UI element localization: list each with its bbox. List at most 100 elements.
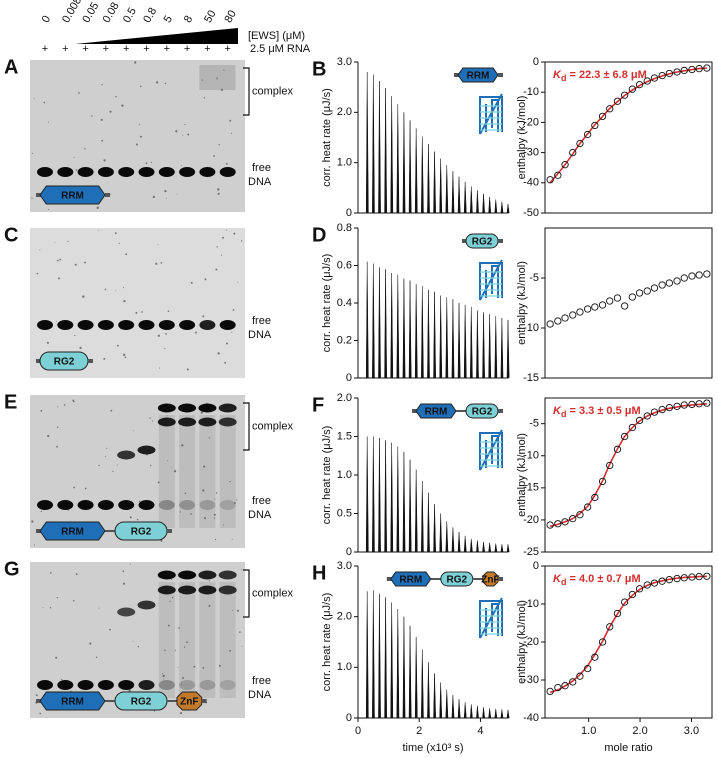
data-point (561, 682, 569, 690)
gel-speck (152, 195, 155, 199)
fit-line (549, 403, 707, 528)
y-tick-label: 0 (346, 712, 352, 724)
injection-peak (378, 593, 381, 719)
gel-speck (222, 524, 225, 526)
data-point (628, 590, 637, 599)
gel-speck (213, 513, 216, 516)
plot-frame (544, 61, 713, 214)
data-point (665, 69, 674, 78)
injection-peak (482, 193, 485, 214)
injection-peak (372, 436, 375, 553)
gel-band (157, 417, 176, 427)
gel-speck (208, 437, 210, 439)
gel-speck (125, 253, 128, 256)
gel-speck (104, 455, 106, 457)
injection-peak (457, 176, 461, 214)
plot-frame (544, 565, 713, 719)
free-label: DNA (248, 509, 272, 521)
y-axis-label: corr. heat rate (μJ/s) (321, 88, 333, 187)
data-point (643, 581, 651, 589)
gel-speck (233, 232, 236, 235)
gel-speck (159, 367, 161, 369)
gel-speck (157, 334, 160, 337)
data-point (583, 503, 592, 511)
gel-speck (215, 268, 218, 271)
injection-peak (408, 280, 412, 379)
data-point (583, 130, 592, 139)
data-point (650, 579, 659, 587)
injection-peak (414, 128, 418, 214)
data-point (650, 284, 659, 292)
gel-speck (220, 254, 223, 256)
injection-peak (476, 540, 479, 553)
injection-peak (433, 291, 436, 379)
gel-speck (73, 156, 75, 159)
gel-speck (224, 361, 227, 364)
gel-speck (122, 570, 125, 573)
data-point (650, 74, 659, 82)
y-tick-label: 2.0 (337, 392, 352, 404)
injection-peak (469, 538, 473, 553)
data-point (665, 576, 674, 584)
gel-speck (95, 656, 98, 659)
gel-speck (217, 188, 220, 191)
injection-peak (390, 96, 394, 214)
y-axis-label: corr. heat rate (μJ/s) (321, 593, 333, 692)
plus-sign: + (82, 43, 88, 55)
data-point (576, 672, 584, 680)
domain-label: RRM (61, 191, 84, 202)
data-point (620, 91, 629, 99)
gel-speck (121, 104, 124, 107)
y-axis-label: enthalpy (kJ/mol) (516, 261, 528, 345)
gel-speck (153, 710, 155, 712)
gel-speck (56, 321, 58, 322)
plus-sign: + (224, 43, 230, 55)
gel-speck (35, 694, 38, 697)
complex-label: complex (252, 587, 293, 599)
gel-band (198, 570, 217, 580)
gel-speck (184, 646, 186, 648)
injection-peak (402, 451, 406, 553)
concentration-label: [EWS] (μM) (248, 30, 305, 42)
concentration: 0 (40, 14, 53, 25)
data-point (613, 97, 622, 105)
gel-speck (101, 139, 104, 142)
gel-speck (103, 357, 106, 360)
gel-speck (174, 470, 177, 473)
injection-peak (457, 699, 461, 719)
gel-speck (190, 281, 193, 284)
x-tick-label: 4 (477, 725, 483, 737)
gel-speck (214, 517, 216, 519)
y-tick-label: -10 (523, 86, 539, 98)
y-tick-label: 0 (533, 560, 539, 572)
gel-speck (31, 152, 33, 154)
gel-speck (234, 502, 236, 504)
gel-speck (138, 123, 140, 125)
terminus (498, 577, 503, 581)
gel-speck (123, 299, 126, 303)
x-axis-label: time (x10³ s) (402, 742, 463, 754)
data-point (554, 171, 562, 179)
y-tick-label: 0.4 (337, 297, 352, 309)
injection-peak (482, 707, 485, 719)
injection-peak (372, 590, 375, 719)
gel-speck (123, 287, 125, 289)
gel-speck (129, 563, 131, 565)
gel-smear (199, 415, 216, 528)
gel-speck (31, 197, 33, 199)
gel-speck (167, 310, 170, 312)
injection-peak (390, 272, 394, 379)
y-axis-label: enthalpy (kJ/mol) (516, 433, 528, 517)
data-point (620, 598, 629, 606)
data-point (703, 399, 711, 407)
injection-peak (451, 299, 455, 379)
injection-peak (414, 284, 418, 379)
data-point (688, 272, 696, 280)
kd-subscript: d (561, 577, 567, 587)
gel-band (57, 680, 74, 690)
domain-rrm (39, 185, 106, 205)
data-point (695, 271, 703, 279)
data-point (643, 412, 651, 420)
injection-peak (451, 171, 455, 214)
